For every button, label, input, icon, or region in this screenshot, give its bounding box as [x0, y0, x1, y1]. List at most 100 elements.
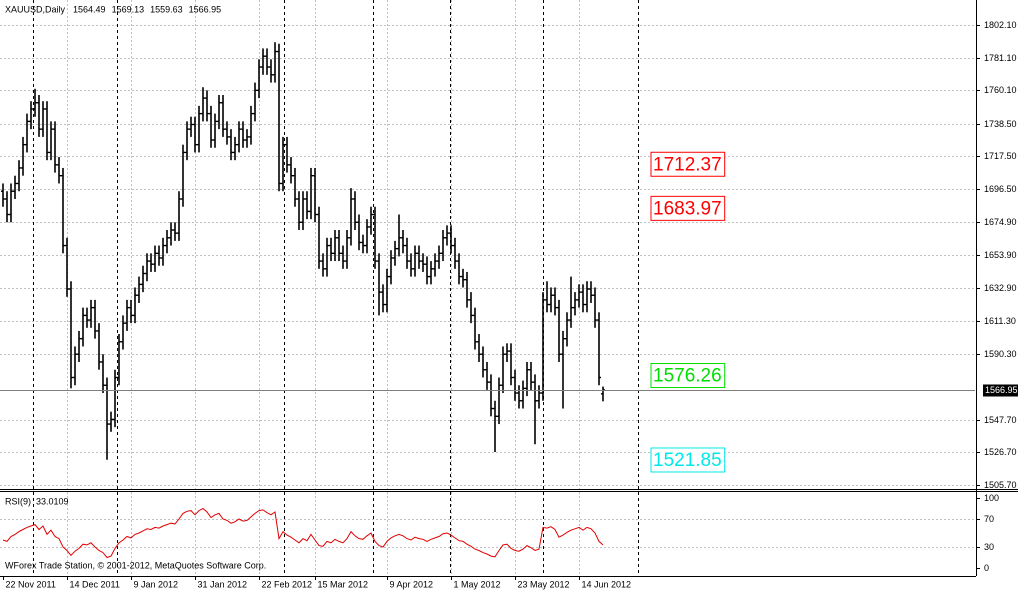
bar [381, 284, 385, 313]
bar [305, 191, 309, 220]
bar [285, 136, 289, 173]
indicator-tick-label: 100 [984, 493, 999, 503]
bar [141, 265, 145, 293]
bar [385, 268, 389, 313]
bar [109, 411, 113, 432]
bar [561, 330, 565, 409]
bar [537, 385, 541, 409]
x-tick-label: 15 Mar 2012 [318, 579, 369, 589]
bar [557, 299, 561, 362]
bar [85, 307, 89, 328]
bar [261, 48, 265, 75]
y-tick-label: 1781.10 [984, 53, 1017, 63]
bar [53, 121, 57, 173]
y-tick-label: 1717.50 [984, 151, 1017, 161]
y-tick-label: 1696.50 [984, 184, 1017, 194]
bar [601, 386, 605, 402]
bar [213, 113, 217, 148]
indicator-tick-label: 70 [984, 514, 994, 524]
bar [45, 101, 49, 161]
bar [5, 191, 9, 223]
y-tick-label: 1632.90 [984, 283, 1017, 293]
bar [181, 144, 185, 207]
y-tick-label: 1547.70 [984, 415, 1017, 425]
bar [233, 136, 237, 161]
bar [165, 230, 169, 254]
header-close: 1566.95 [189, 4, 222, 14]
x-tick-label: 9 Apr 2012 [390, 579, 434, 589]
bar [329, 237, 333, 262]
bar [205, 90, 209, 122]
labels: XAUUSD,Daily 1564.49 1569.13 1559.63 156… [5, 4, 1018, 589]
bar [149, 253, 153, 272]
bar [457, 253, 461, 285]
bar [253, 82, 257, 122]
period-separators [33, 0, 639, 576]
bar [133, 287, 137, 324]
header-high: 1569.13 [112, 4, 145, 14]
bar [589, 281, 593, 303]
bar [177, 191, 181, 241]
bar [21, 136, 25, 176]
bar [593, 287, 597, 328]
bar [405, 237, 409, 269]
bar [129, 299, 133, 324]
x-tick-label: 22 Feb 2012 [262, 579, 313, 589]
level-box [650, 363, 726, 389]
bar [549, 287, 553, 313]
indicator-tick-label: 0 [984, 563, 989, 573]
footer: WForex Trade Station, © 2001-2012, MetaQ… [5, 560, 266, 570]
level-label: 1521.85 [653, 450, 722, 471]
bar [577, 284, 581, 308]
bar [369, 206, 373, 235]
bar [201, 87, 205, 122]
bar [353, 191, 357, 231]
bar [409, 253, 413, 277]
bar [433, 253, 437, 277]
bar [461, 268, 465, 288]
bar [9, 183, 13, 223]
bar [333, 230, 337, 262]
bar [373, 206, 377, 269]
bar [105, 377, 109, 460]
bar [341, 245, 345, 269]
bar [469, 292, 473, 324]
bar [245, 129, 249, 148]
x-tick-label: 22 Nov 2011 [6, 579, 56, 589]
current-price-label: 1566.95 [985, 385, 1018, 395]
x-tick-label: 14 Jun 2012 [582, 579, 632, 589]
bar [509, 343, 513, 386]
bar [345, 230, 349, 269]
bar [529, 361, 533, 390]
level-label: 1712.37 [653, 154, 722, 175]
bar [365, 219, 369, 254]
current-price-box [983, 384, 1018, 397]
bar [77, 330, 81, 362]
bar [185, 121, 189, 161]
bar [273, 42, 277, 83]
level-box [650, 151, 726, 177]
x-tick-label: 31 Jan 2012 [198, 579, 248, 589]
bar [513, 369, 517, 401]
y-tick-label: 1760.10 [984, 85, 1017, 95]
bar [553, 287, 557, 316]
bar [229, 129, 233, 161]
indicator-value: 33.0109 [36, 496, 69, 506]
bar [81, 307, 85, 347]
bar [65, 237, 69, 297]
bar [73, 346, 77, 386]
bar [137, 276, 141, 303]
bar [585, 281, 589, 313]
bar [321, 253, 325, 277]
bar [465, 271, 469, 308]
y-tick-label: 1505.70 [984, 480, 1017, 490]
bar [417, 245, 421, 269]
bar [361, 234, 365, 254]
bar [569, 276, 573, 328]
grid [0, 0, 980, 580]
bar [237, 121, 241, 153]
bar [225, 121, 229, 145]
x-tick-label: 1 May 2012 [454, 579, 501, 589]
bar [393, 240, 397, 266]
